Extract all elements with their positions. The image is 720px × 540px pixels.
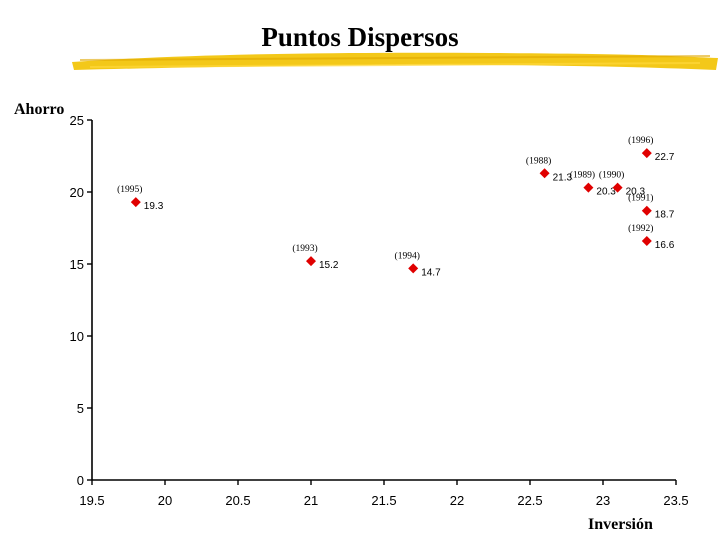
data-value-label: 20.3 <box>596 187 616 198</box>
data-value-label: 18.7 <box>655 210 675 221</box>
data-value-label: 16.6 <box>655 240 675 251</box>
data-year-label: (1992) <box>628 223 653 234</box>
data-year-label: (1993) <box>292 243 317 254</box>
y-tick-label: 10 <box>70 329 84 344</box>
data-point <box>130 197 141 208</box>
data-value-label: 14.7 <box>421 267 441 278</box>
data-point <box>306 256 316 267</box>
data-value-label: 19.3 <box>144 201 164 212</box>
data-value-label: 21.3 <box>553 172 573 183</box>
data-year-label: (1991) <box>628 193 653 204</box>
data-year-label: (1995) <box>117 184 142 195</box>
x-tick-label: 20.5 <box>225 493 250 508</box>
x-tick-label: 19.5 <box>79 493 104 508</box>
data-year-label: (1990) <box>599 170 624 181</box>
x-tick-label: 22.5 <box>517 493 542 508</box>
y-tick-label: 25 <box>70 113 84 128</box>
x-axis-title: Inversión <box>588 516 653 533</box>
data-year-label: (1989) <box>570 170 595 181</box>
slide-title: Puntos Dispersos <box>261 22 459 52</box>
y-tick-label: 15 <box>70 257 84 272</box>
data-point <box>641 148 652 159</box>
y-tick-label: 0 <box>77 473 84 488</box>
title-highlight-stroke <box>72 52 718 70</box>
data-point <box>408 263 419 274</box>
y-axis-title: Ahorro <box>14 101 65 118</box>
x-tick-label: 22 <box>450 493 464 508</box>
y-tick-label: 20 <box>70 185 84 200</box>
data-point <box>539 168 550 179</box>
data-value-label: 20.3 <box>626 187 646 198</box>
x-tick-label: 21.5 <box>371 493 396 508</box>
x-tick-label: 21 <box>304 493 318 508</box>
data-year-label: (1996) <box>628 135 653 146</box>
data-year-label: (1988) <box>526 155 551 166</box>
data-point <box>641 205 652 216</box>
y-tick-label: 5 <box>77 401 84 416</box>
data-point <box>612 182 623 193</box>
data-point <box>583 182 594 193</box>
data-value-label: 22.7 <box>655 152 675 163</box>
data-year-label: (1994) <box>395 250 420 261</box>
data-value-label: 15.2 <box>319 260 339 271</box>
x-tick-label: 23.5 <box>663 493 688 508</box>
x-tick-label: 20 <box>158 493 172 508</box>
x-tick-label: 23 <box>596 493 610 508</box>
data-point <box>641 235 652 246</box>
